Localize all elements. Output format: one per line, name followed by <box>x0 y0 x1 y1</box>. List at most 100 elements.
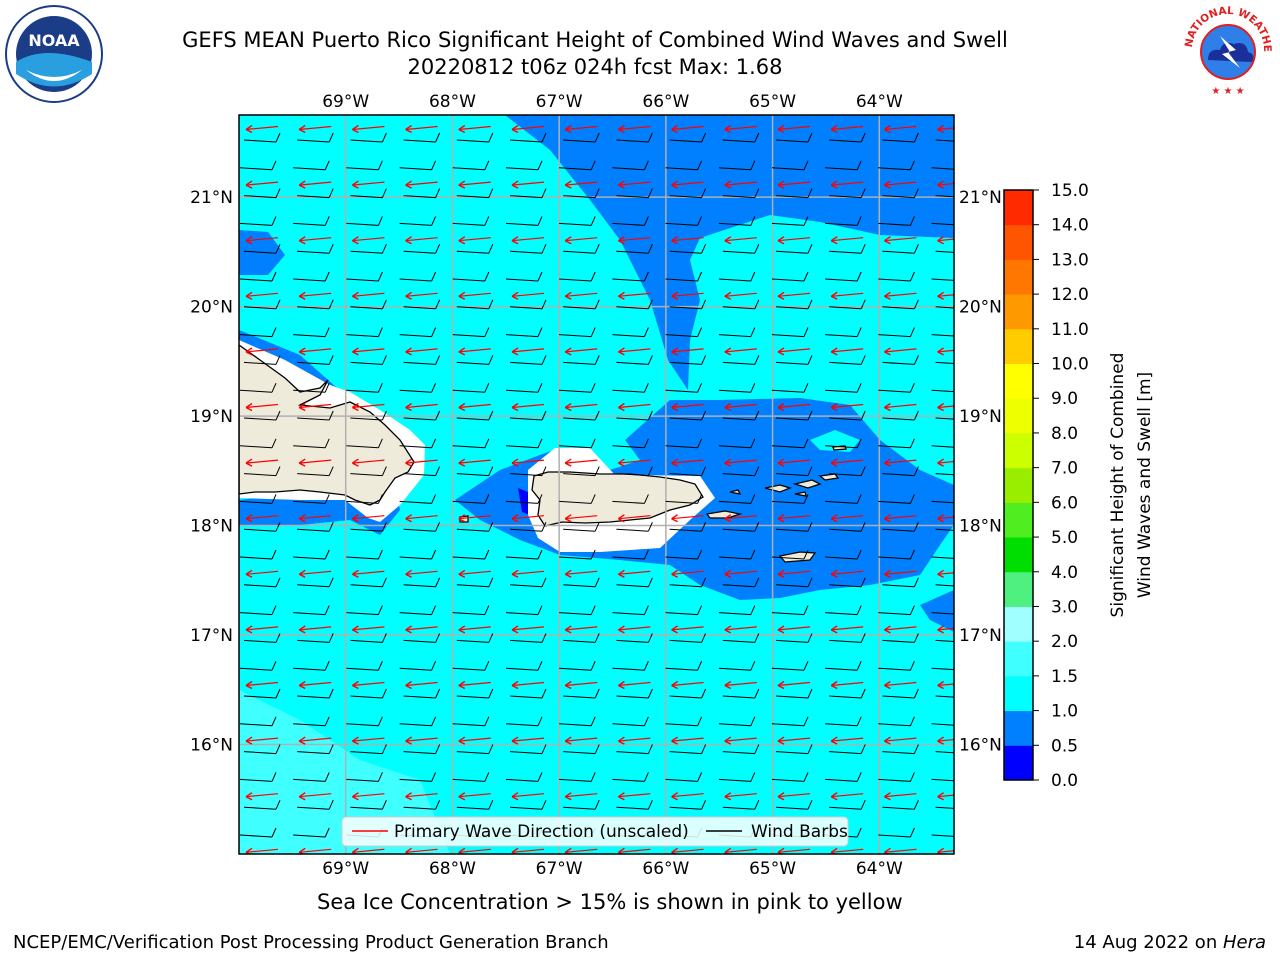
wind-barb <box>669 799 707 810</box>
svg-text:★ ★ ★: ★ ★ ★ <box>1211 86 1244 97</box>
wave-direction-arrow <box>405 570 438 575</box>
wave-direction-arrow <box>352 403 385 409</box>
wave-arrow-head <box>564 458 572 467</box>
wind-barb <box>563 577 600 588</box>
wave-direction-arrow <box>299 403 332 409</box>
wave-arrow-head <box>245 625 253 634</box>
wind-barb <box>878 716 915 727</box>
wave-arrow-head <box>618 402 625 412</box>
wave-arrow-head <box>564 514 572 523</box>
wind-barb <box>243 243 281 254</box>
lat-label-right: 18°N <box>959 517 1002 537</box>
wind-barb <box>931 334 954 337</box>
wind-barb <box>403 188 441 199</box>
wind-barb <box>346 382 383 393</box>
wave-direction-arrow <box>618 626 651 631</box>
wind-barb <box>775 299 813 310</box>
wind-barb <box>509 188 547 199</box>
wave-direction-arrow <box>724 626 757 631</box>
colorbar-tick-label: 15.0 <box>1051 181 1089 201</box>
wave-direction-arrow <box>458 681 491 687</box>
wind-barb <box>243 188 281 199</box>
wave-arrow-head <box>352 680 359 690</box>
wave-arrow-head <box>245 514 253 523</box>
wave-direction-arrow <box>299 459 332 464</box>
wind-barb <box>559 772 596 782</box>
wind-barb <box>399 549 437 560</box>
wind-barb <box>563 633 600 643</box>
wave-direction-arrow <box>671 737 704 742</box>
wind-barb <box>722 521 760 532</box>
wave-direction-arrow <box>777 515 811 520</box>
wind-barb <box>239 382 277 393</box>
wind-barb <box>456 633 494 643</box>
wave-direction-arrow <box>299 793 332 798</box>
wave-direction-arrow <box>724 737 757 742</box>
wave-arrow-head <box>937 569 944 578</box>
wave-direction-arrow <box>671 459 704 464</box>
wave-arrow-head <box>298 625 306 634</box>
wind-barb <box>722 243 760 254</box>
wave-arrow-head <box>618 180 625 189</box>
wave-direction-arrow <box>777 681 811 687</box>
wind-barb <box>882 521 919 532</box>
wind-barb <box>616 521 653 532</box>
colorbar-tick-label: 1.0 <box>1051 702 1078 722</box>
wind-barb <box>882 688 919 699</box>
wave-arrow-head <box>511 680 519 690</box>
wave-arrow-head <box>458 514 466 523</box>
wave-arrow-head <box>245 402 253 412</box>
wind-barb <box>616 243 653 254</box>
wave-direction-arrow <box>831 403 864 409</box>
wave-arrow-head <box>724 625 732 634</box>
wave-arrow-head <box>298 792 306 801</box>
wave-arrow-head <box>245 680 253 690</box>
wave-direction-arrow <box>458 459 491 464</box>
wave-arrow-head <box>671 124 678 134</box>
wave-arrow-head <box>671 625 678 634</box>
wind-barb <box>612 327 649 338</box>
lat-label-right: 16°N <box>959 736 1002 756</box>
wind-barb <box>346 438 383 449</box>
wave-arrow-head <box>884 402 891 412</box>
wind-barb <box>775 188 813 199</box>
legend: Primary Wave Direction (unscaled) Wind B… <box>341 816 849 847</box>
wave-arrow-head <box>724 792 732 801</box>
wave-direction-arrow <box>565 292 598 297</box>
wind-barb <box>665 327 703 338</box>
wind-barb <box>931 834 954 837</box>
sea-ice-note: Sea Ice Concentration > 15% is shown in … <box>317 890 903 914</box>
wind-barb <box>243 633 281 643</box>
wind-barb <box>878 494 915 504</box>
wave-arrow-head <box>724 569 732 578</box>
legend-barb-label: Wind Barbs <box>751 822 848 842</box>
wave-arrow-head <box>777 514 785 523</box>
wind-barb <box>829 243 866 254</box>
wind-barb <box>665 271 703 282</box>
wind-barb <box>935 639 954 643</box>
wave-direction-arrow <box>777 848 811 853</box>
wave-arrow-head <box>245 569 253 578</box>
wind-barb <box>825 716 862 727</box>
wave-direction-arrow <box>352 848 385 853</box>
colorbar-segment <box>1004 328 1033 365</box>
wind-barb <box>243 521 281 532</box>
wind-barb <box>399 494 437 504</box>
wave-arrow-head <box>777 347 785 356</box>
wave-direction-arrow <box>618 292 651 297</box>
wind-barb <box>297 633 334 643</box>
wind-barb <box>771 216 809 226</box>
wind-barb <box>935 528 954 531</box>
wind-barb <box>931 778 954 782</box>
wind-barb <box>825 772 862 782</box>
wind-barb <box>297 188 334 199</box>
wave-direction-arrow <box>884 626 917 631</box>
lon-label-top: 68°W <box>429 92 476 112</box>
wave-arrow-head <box>724 458 732 467</box>
wave-direction-arrow <box>671 292 704 297</box>
wind-barb <box>293 160 330 171</box>
lon-label-bottom: 69°W <box>322 859 369 879</box>
wave-arrow-head <box>830 236 838 245</box>
wind-barb <box>931 389 954 393</box>
wind-barb <box>297 243 334 254</box>
